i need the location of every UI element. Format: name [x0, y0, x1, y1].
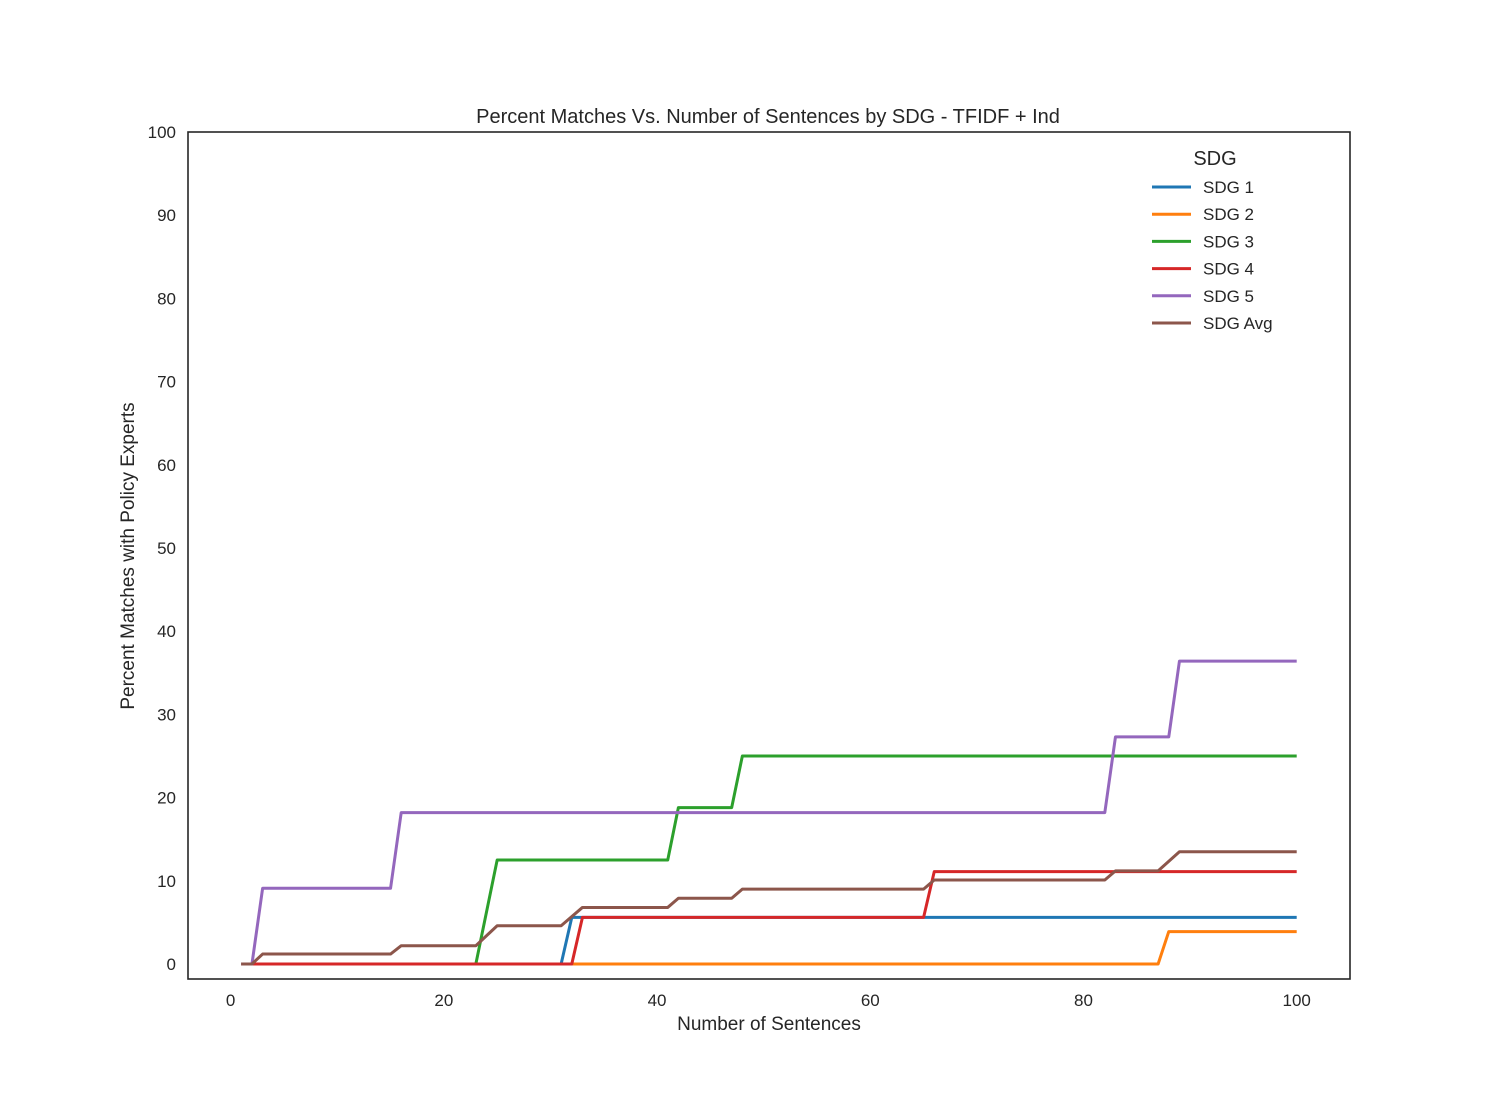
legend-item: SDG 4 — [1152, 260, 1254, 279]
y-tick-label: 20 — [157, 789, 176, 808]
legend-label: SDG Avg — [1203, 314, 1273, 333]
series-line-sdg-1 — [241, 915, 1297, 966]
legend-label: SDG 1 — [1203, 178, 1254, 197]
x-tick-label: 60 — [861, 991, 880, 1010]
y-axis-title: Percent Matches with Policy Experts — [118, 402, 139, 709]
series-line-sdg-5 — [241, 659, 1297, 966]
x-tick-label: 80 — [1074, 991, 1093, 1010]
chart-title: Percent Matches Vs. Number of Sentences … — [476, 106, 1060, 128]
legend-label: SDG 3 — [1203, 232, 1254, 251]
legend-title: SDG — [1193, 148, 1236, 170]
y-tick-label: 30 — [157, 705, 176, 724]
series-line-sdg-4 — [241, 870, 1297, 966]
y-tick-label: 0 — [167, 955, 176, 974]
x-tick-label: 40 — [648, 991, 667, 1010]
y-tick-label: 40 — [157, 622, 176, 641]
y-tick-label: 50 — [157, 539, 176, 558]
legend-item: SDG 1 — [1152, 178, 1254, 197]
y-tick-label: 10 — [157, 872, 176, 891]
legend-item: SDG 3 — [1152, 232, 1254, 251]
y-tick-label: 70 — [157, 373, 176, 392]
plot-area — [241, 659, 1297, 966]
x-tick-label: 0 — [226, 991, 235, 1010]
y-tick-label: 60 — [157, 456, 176, 475]
y-tick-label: 90 — [157, 206, 176, 225]
legend: SDG SDG 1 SDG 2 SDG 3 SDG 4 SDG 5 SDG Avg — [1152, 148, 1273, 333]
series-line-sdg-3 — [241, 754, 1297, 966]
legend-items: SDG 1 SDG 2 SDG 3 SDG 4 SDG 5 SDG Avg — [1152, 178, 1273, 333]
series-line-sdg-avg — [241, 850, 1297, 966]
x-axis-title: Number of Sentences — [677, 1014, 861, 1035]
series-layer — [241, 659, 1297, 966]
y-tick-label: 100 — [148, 123, 176, 142]
legend-item: SDG 2 — [1152, 205, 1254, 224]
plot-frame — [187, 131, 1351, 980]
y-tick-labels: 0 10 20 30 40 50 60 70 80 90 100 — [148, 123, 176, 974]
x-tick-label: 100 — [1283, 991, 1311, 1010]
legend-label: SDG 4 — [1203, 260, 1254, 279]
legend-item: SDG 5 — [1152, 287, 1254, 306]
x-tick-label: 20 — [434, 991, 453, 1010]
legend-item: SDG Avg — [1152, 314, 1273, 333]
legend-label: SDG 2 — [1203, 205, 1254, 224]
y-tick-label: 80 — [157, 289, 176, 308]
legend-label: SDG 5 — [1203, 287, 1254, 306]
series-line-sdg-2 — [241, 930, 1297, 966]
x-tick-labels: 0 20 40 60 80 100 — [226, 991, 1311, 1010]
